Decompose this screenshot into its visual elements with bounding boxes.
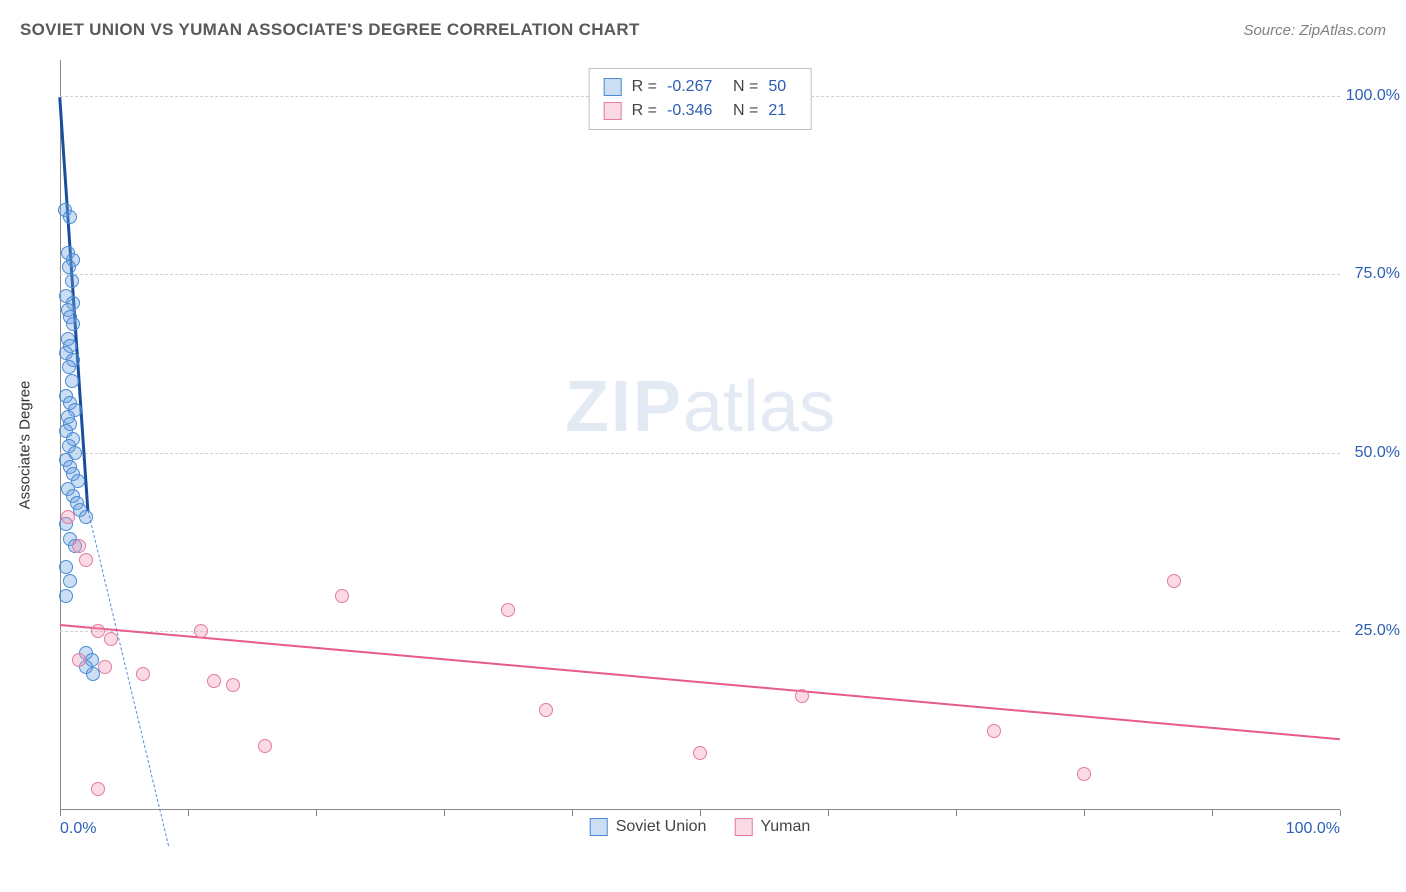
x-tick: [572, 810, 573, 816]
data-point: [79, 553, 93, 567]
data-point: [501, 603, 515, 617]
x-tick: [1340, 810, 1341, 816]
x-tick: [188, 810, 189, 816]
chart-header: SOVIET UNION VS YUMAN ASSOCIATE'S DEGREE…: [20, 20, 1386, 40]
r-value: -0.267: [667, 75, 723, 99]
data-point: [1167, 574, 1181, 588]
data-point: [335, 589, 349, 603]
x-tick: [444, 810, 445, 816]
data-point: [62, 260, 76, 274]
legend-swatch: [734, 818, 752, 836]
x-tick: [316, 810, 317, 816]
gridline: [60, 274, 1340, 275]
data-point: [1077, 767, 1091, 781]
data-point: [987, 724, 1001, 738]
trend-line: [60, 624, 1340, 740]
correlation-legend: R = -0.267 N = 50 R = -0.346 N = 21: [589, 68, 812, 130]
y-tick-label: 75.0%: [1355, 265, 1400, 283]
data-point: [194, 624, 208, 638]
data-point: [72, 653, 86, 667]
data-point: [98, 660, 112, 674]
x-tick-label: 0.0%: [60, 820, 96, 838]
data-point: [59, 589, 73, 603]
x-tick: [1212, 810, 1213, 816]
legend-stat-row: R = -0.267 N = 50: [604, 75, 797, 99]
data-point: [226, 678, 240, 692]
watermark: ZIPatlas: [565, 366, 835, 448]
legend-swatch: [604, 102, 622, 120]
legend-stat-row: R = -0.346 N = 21: [604, 99, 797, 123]
gridline: [60, 453, 1340, 454]
x-tick: [828, 810, 829, 816]
y-axis-label: Associate's Degree: [17, 381, 34, 510]
data-point: [79, 510, 93, 524]
data-point: [66, 317, 80, 331]
x-tick: [700, 810, 701, 816]
data-point: [65, 374, 79, 388]
n-label: N =: [733, 99, 758, 123]
x-tick-label: 100.0%: [1286, 820, 1340, 838]
legend-series-item: Soviet Union: [590, 818, 707, 836]
r-value: -0.346: [667, 99, 723, 123]
data-point: [63, 574, 77, 588]
n-value: 21: [768, 99, 796, 123]
data-point: [91, 624, 105, 638]
x-tick: [60, 810, 61, 816]
data-point: [63, 210, 77, 224]
n-label: N =: [733, 75, 758, 99]
data-point: [61, 510, 75, 524]
series-legend: Soviet Union Yuman: [590, 818, 811, 836]
y-tick-label: 100.0%: [1346, 87, 1400, 105]
x-tick: [1084, 810, 1085, 816]
r-label: R =: [632, 75, 657, 99]
chart-area: Associate's Degree ZIPatlas R =-0.267N =…: [50, 60, 1350, 830]
data-point: [62, 360, 76, 374]
plot-region: ZIPatlas R =-0.267N =50R =-0.346N =21 So…: [60, 60, 1340, 830]
trend-line-extension: [88, 510, 170, 846]
data-point: [59, 560, 73, 574]
r-label: R =: [632, 99, 657, 123]
data-point: [72, 539, 86, 553]
data-point: [136, 667, 150, 681]
data-point: [539, 703, 553, 717]
y-tick-label: 50.0%: [1355, 444, 1400, 462]
legend-series-label: Soviet Union: [616, 818, 707, 836]
n-value: 50: [768, 75, 796, 99]
data-point: [207, 674, 221, 688]
y-tick-label: 25.0%: [1355, 622, 1400, 640]
gridline: [60, 631, 1340, 632]
data-point: [258, 739, 272, 753]
legend-swatch: [590, 818, 608, 836]
legend-series-label: Yuman: [760, 818, 810, 836]
x-tick: [956, 810, 957, 816]
chart-source: Source: ZipAtlas.com: [1243, 22, 1386, 39]
data-point: [693, 746, 707, 760]
data-point: [104, 632, 118, 646]
legend-swatch: [604, 78, 622, 96]
legend-series-item: Yuman: [734, 818, 810, 836]
chart-title: SOVIET UNION VS YUMAN ASSOCIATE'S DEGREE…: [20, 20, 640, 40]
data-point: [65, 274, 79, 288]
data-point: [91, 782, 105, 796]
data-point: [795, 689, 809, 703]
